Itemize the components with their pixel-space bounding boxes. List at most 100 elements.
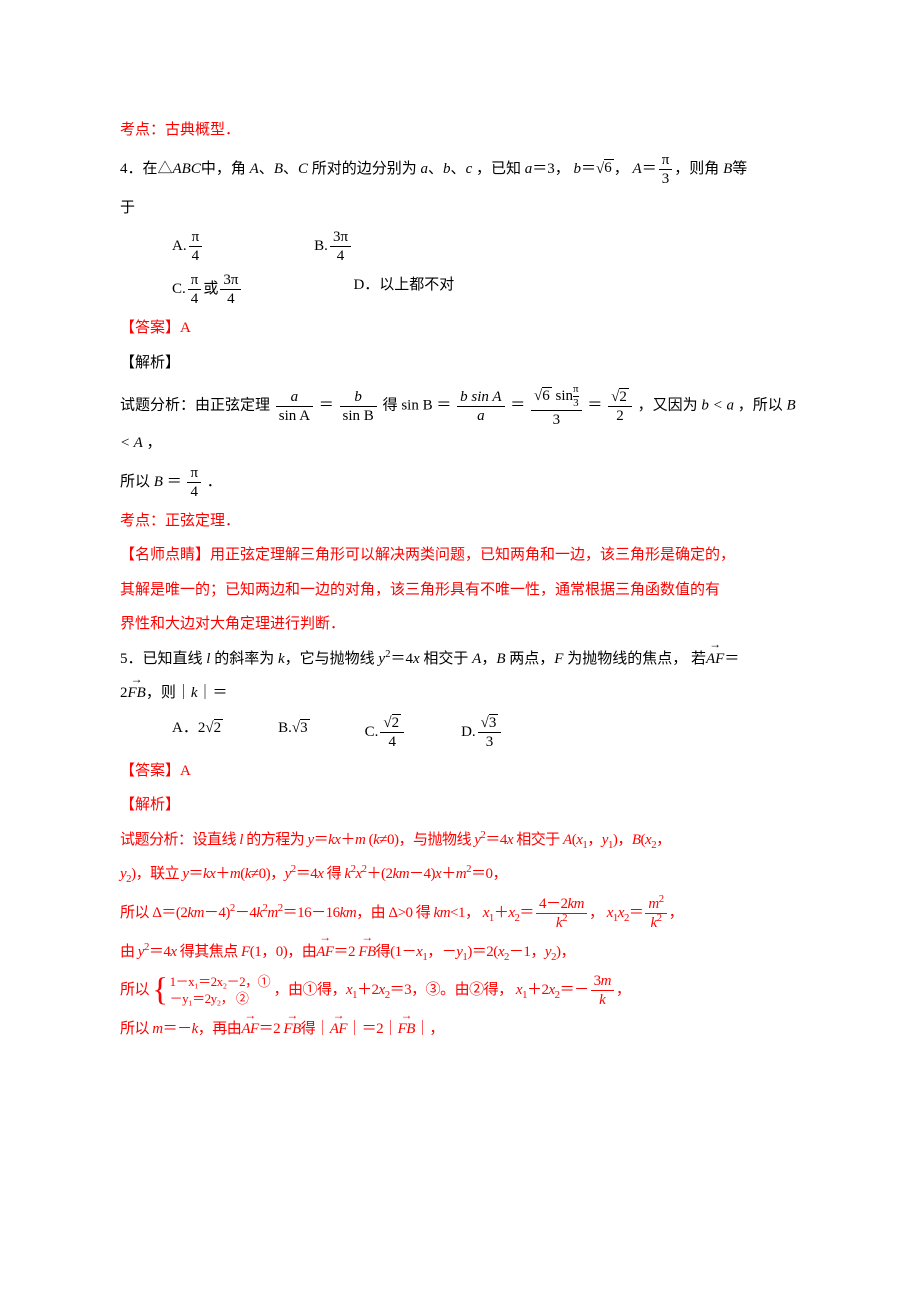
q4-stem: 4．在△ABC中，角 A、B、C 所对的边分别为 a、b、c ，已知 a＝3， …: [120, 151, 800, 188]
q5-expl-5: 所以 1－x₁＝2x₂－2，①－y₁＝2y₂， ② ，由①得，x1＋2x2＝3，…: [120, 972, 800, 1009]
t: B: [496, 651, 505, 667]
t: 试题分析：由正弦定理: [120, 398, 270, 414]
eq: ＝: [510, 398, 525, 414]
vec-af: AF: [706, 645, 724, 674]
q4-answer: 【答案】A: [120, 314, 800, 343]
q4-optA: A.π4: [172, 228, 204, 265]
frac-pi3: π3: [659, 151, 673, 188]
sqrt6: 6: [604, 159, 614, 176]
t: 、: [259, 160, 274, 176]
q5-expl-2: y2)，联立 y＝kx＋m(k≠0)，y2＝4x 得 k2x2＋(2km－4)x…: [120, 860, 800, 889]
t: ＝: [581, 160, 596, 176]
t: ＝4: [390, 651, 413, 667]
q4-optC: C.π4或3π4: [172, 271, 243, 308]
t: ，则｜: [146, 685, 191, 701]
t: 、: [451, 160, 466, 176]
q5-optD: D.√33: [461, 714, 503, 751]
t: ，已知: [476, 160, 521, 176]
q4-stem-cont: 于: [120, 194, 800, 223]
t: ＝3，: [532, 160, 570, 176]
topic-classical-prob: 考点：古典概型．: [120, 116, 800, 145]
q4-jiexi-label: 【解析】: [120, 349, 800, 378]
dianping-1: 【名师点睛】用正弦定理解三角形可以解决两类问题，已知两角和一边，该三角形是确定的…: [120, 541, 800, 570]
brace: 1－x₁＝2x₂－2，①－y₁＝2y₂， ②: [152, 974, 270, 1008]
t: 所以: [120, 474, 150, 490]
eq: ＝: [587, 398, 602, 414]
t: 相交于: [420, 651, 473, 667]
t: ＝: [167, 474, 182, 490]
q4-expl-2: 所以 B ＝ π4 ．: [120, 464, 800, 501]
q5-optA: A．2√2: [172, 714, 223, 751]
q5-jiexi-label: 【解析】: [120, 791, 800, 820]
t: k: [278, 651, 285, 667]
q5-stem-2: 2FB，则｜k｜＝: [120, 679, 800, 708]
t: ，则角: [674, 160, 719, 176]
frac: π4: [189, 228, 203, 265]
q4-optB: B.3π4: [314, 228, 353, 265]
t: x: [413, 651, 420, 667]
t: ．: [207, 474, 222, 490]
t: 为抛物线的焦点， 若: [563, 651, 706, 667]
t: 等: [732, 160, 747, 176]
t: sin B: [401, 398, 432, 414]
t: 5．已知直线: [120, 651, 206, 667]
dianping-3: 界性和大边对大角定理进行判断．: [120, 610, 800, 639]
t: A: [633, 160, 642, 176]
q4-expl-1: 试题分析：由正弦定理 asin A ＝ bsin B 得 sin B ＝ b s…: [120, 383, 800, 458]
lbl: A.: [172, 238, 187, 254]
frac: √6 sinπ33: [531, 383, 582, 429]
t: A: [472, 651, 481, 667]
frac: π4: [187, 464, 201, 501]
t: ，所以: [738, 398, 783, 414]
t: ＝: [724, 651, 739, 667]
q5-optC: C.√24: [365, 714, 407, 751]
t: ，又因为: [638, 398, 698, 414]
t: ，: [614, 160, 629, 176]
q5-answer: 【答案】A: [120, 757, 800, 786]
q4-options-row2: C.π4或3π4 D．以上都不对: [120, 271, 800, 308]
eq: ＝: [436, 398, 451, 414]
frac: 3π4: [330, 228, 351, 265]
lbl: B.: [314, 238, 328, 254]
q5-optB: B.√3: [278, 714, 310, 751]
t: C: [298, 160, 308, 176]
t: B: [723, 160, 732, 176]
q4-optD: D．以上都不对: [353, 271, 454, 308]
t: 2: [120, 685, 128, 701]
q5-expl-1: 试题分析：设直线 l 的方程为 y＝kx＋m (k≠0)，与抛物线 y2＝4x …: [120, 826, 800, 855]
frac: asin A: [276, 388, 313, 425]
t: k: [191, 685, 198, 701]
frac: √22: [608, 388, 632, 425]
t: 、: [283, 160, 298, 176]
t: 得: [383, 398, 398, 414]
t: ，它与抛物线: [285, 651, 379, 667]
t: a: [421, 160, 429, 176]
t: ，: [147, 435, 162, 451]
lbl: C.: [172, 281, 186, 297]
t: c: [466, 160, 473, 176]
q5-options: A．2√2 B.√3 C.√24 D.√33: [120, 714, 800, 751]
t: 、: [428, 160, 443, 176]
t: 两点，: [506, 651, 555, 667]
t: b: [443, 160, 451, 176]
t: ＝: [642, 160, 657, 176]
q5-expl-3: 所以 Δ＝(2km－4)2－4k2m2＝16－16km，由 Δ>0 得 km<1…: [120, 895, 800, 932]
q4-options-row1: A.π4 B.3π4: [120, 228, 800, 265]
t: 4．在△: [120, 160, 173, 176]
frac: bsin B: [340, 388, 377, 425]
frac: π4: [188, 271, 202, 308]
lbl: 【答案】: [120, 320, 180, 336]
t: ABC: [173, 160, 201, 176]
t: B: [274, 160, 283, 176]
t: ｜＝: [198, 685, 228, 701]
q5-stem: 5．已知直线 l 的斜率为 k，它与抛物线 y2＝4x 相交于 A，B 两点，F…: [120, 645, 800, 674]
frac: 3π4: [220, 271, 241, 308]
t: b: [574, 160, 582, 176]
t: A: [250, 160, 259, 176]
or: 或: [203, 281, 218, 297]
t: 的斜率为: [210, 651, 278, 667]
q4-kaodian: 考点：正弦定理．: [120, 507, 800, 536]
dianping-2: 其解是唯一的；已知两边和一边的对角，该三角形具有不唯一性，通常根据三角函数值的有: [120, 576, 800, 605]
val: A: [180, 763, 191, 779]
q5-expl-4: 由 y2＝4x 得其焦点 F(1，0)，由AF＝2 FB得(1－x1，－y1)＝…: [120, 938, 800, 967]
